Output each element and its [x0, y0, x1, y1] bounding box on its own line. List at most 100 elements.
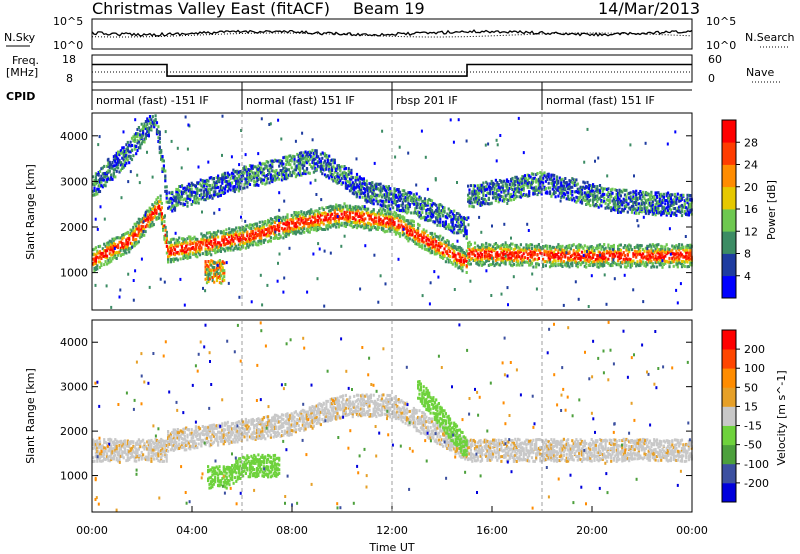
range-cell [551, 184, 554, 188]
range-cell [355, 209, 359, 213]
range-cell [553, 185, 556, 189]
range-cell [275, 218, 278, 222]
range-cell [311, 225, 314, 229]
range-cell [192, 237, 195, 241]
range-cell [193, 201, 196, 205]
range-cell [350, 168, 353, 172]
range-cell [597, 257, 600, 261]
range-cell [517, 180, 520, 184]
range-cell [660, 213, 663, 217]
range-cell [262, 171, 265, 175]
range-cell [261, 173, 264, 177]
range-cell [335, 180, 338, 184]
range-cell [329, 168, 332, 172]
range-cell [410, 233, 413, 237]
range-cell [525, 179, 528, 182]
range-cell [148, 121, 152, 125]
range-cell [136, 227, 139, 231]
range-cell [203, 233, 206, 237]
range-cell [582, 246, 585, 250]
range-cell [371, 212, 374, 216]
range-cell [562, 184, 565, 188]
range-cell [433, 250, 436, 254]
range-cell [108, 245, 111, 249]
range-cell [475, 196, 478, 200]
range-cell [464, 259, 467, 263]
range-cell [465, 229, 468, 233]
range-cell [580, 250, 584, 254]
range-cell [233, 246, 236, 250]
range-cell [487, 263, 490, 267]
range-cell [592, 250, 595, 254]
range-cell [300, 210, 303, 214]
range-cell [429, 206, 432, 210]
range-cell [598, 243, 602, 247]
range-cell [479, 261, 482, 265]
range-cell [92, 193, 95, 197]
range-cell [636, 206, 639, 210]
range-cell [404, 219, 407, 223]
range-cell [412, 236, 415, 239]
range-cell [635, 193, 638, 197]
range-cell [357, 219, 360, 223]
range-cell [657, 208, 660, 212]
range-cell [383, 209, 386, 212]
range-cell [544, 179, 547, 183]
range-cell [425, 218, 428, 222]
range-cell [204, 247, 207, 251]
range-cell [651, 207, 654, 211]
range-cell [617, 259, 620, 263]
range-cell [130, 136, 134, 140]
range-cell [619, 254, 622, 258]
range-cell [292, 215, 295, 219]
range-cell [335, 203, 338, 207]
range-cell [225, 246, 228, 250]
range-cell [269, 178, 272, 182]
range-cell [585, 198, 588, 202]
range-cell [105, 262, 109, 266]
range-cell [421, 199, 424, 203]
range-cell [668, 193, 671, 197]
range-cell [569, 255, 572, 258]
range-cell [387, 215, 390, 219]
range-cell [392, 212, 395, 216]
range-cell [271, 169, 274, 173]
range-cell [354, 221, 357, 225]
range-cell [369, 189, 372, 193]
range-cell [353, 188, 356, 192]
range-cell [523, 194, 527, 197]
range-cell [482, 191, 485, 195]
range-cell [219, 243, 222, 247]
range-cell [480, 253, 484, 256]
range-cell [115, 257, 118, 260]
range-cell [661, 255, 664, 259]
range-cell [685, 251, 688, 255]
range-cell [467, 252, 470, 256]
range-cell [454, 261, 457, 265]
range-cell [355, 205, 359, 209]
range-cell [325, 166, 328, 170]
range-cell [94, 266, 97, 270]
range-cell [508, 195, 511, 199]
range-cell [158, 216, 161, 220]
range-cell [150, 208, 153, 211]
range-cell [417, 213, 420, 217]
range-cell [139, 218, 142, 222]
range-cell [301, 166, 304, 170]
range-cell [218, 249, 221, 252]
range-cell [639, 252, 642, 256]
range-cell [429, 241, 432, 245]
range-cell [205, 250, 209, 254]
range-cell [585, 192, 588, 196]
range-cell [561, 187, 564, 191]
range-cell [389, 226, 392, 230]
range-cell [160, 219, 163, 223]
range-cell [587, 187, 590, 190]
range-cell [318, 160, 321, 164]
range-cell [183, 238, 186, 242]
range-cell [287, 154, 290, 158]
range-cell [305, 227, 309, 231]
range-cell [590, 250, 593, 254]
range-cell [104, 254, 107, 258]
range-cell [367, 194, 370, 198]
